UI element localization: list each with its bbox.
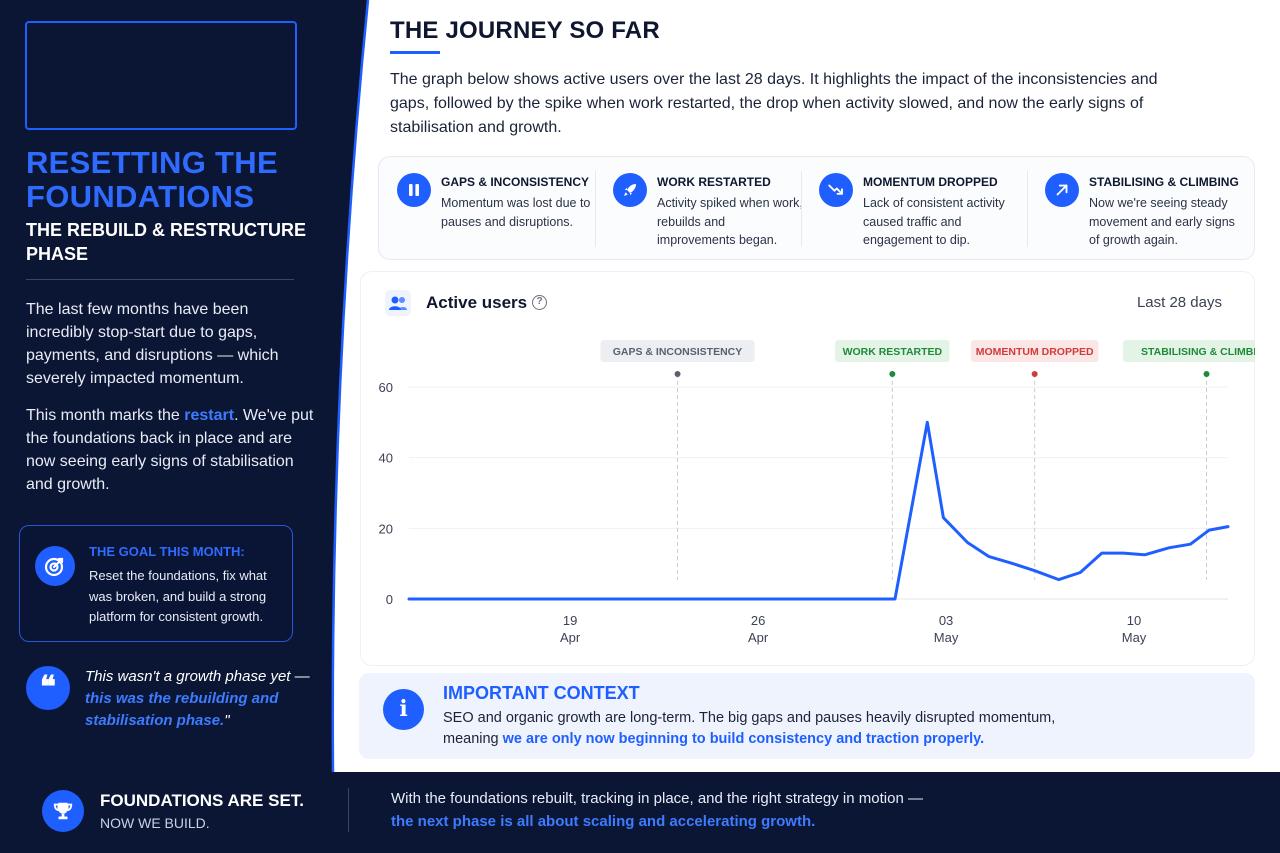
chart-title: Active users bbox=[426, 293, 528, 312]
context-part: SEO and organic growth are long-term. Th… bbox=[443, 710, 1056, 747]
x-tick-label: Apr bbox=[748, 630, 769, 645]
annotation-dot bbox=[1031, 371, 1038, 377]
sidebar-divider bbox=[26, 279, 294, 280]
footer-line-2: the next phase is all about scaling and … bbox=[391, 813, 816, 830]
intro-text: The graph below shows active users over … bbox=[390, 71, 1158, 136]
quote-part: This wasn't a growth phase yet — bbox=[85, 668, 310, 685]
quote-highlight: this was the rebuilding and stabilisatio… bbox=[85, 690, 279, 729]
y-tick-label: 40 bbox=[379, 451, 393, 466]
phase-desc: Now we're seeing steady movement and ear… bbox=[1089, 196, 1235, 247]
phase-desc: Momentum was lost due to pauses and disr… bbox=[441, 196, 591, 229]
phase-separator bbox=[595, 171, 596, 247]
y-tick-label: 20 bbox=[379, 521, 393, 536]
footer-title: FOUNDATIONS ARE SET. bbox=[100, 791, 305, 810]
context-text: SEO and organic growth are long-term. Th… bbox=[443, 708, 1093, 750]
annotation-pill bbox=[970, 340, 1099, 362]
x-tick-label: 19 bbox=[563, 613, 577, 628]
annotation-label: GAPS & INCONSISTENCY bbox=[613, 346, 743, 358]
restart-highlight: restart bbox=[184, 407, 235, 424]
phase-separator bbox=[1027, 171, 1028, 247]
annotation-dot bbox=[1203, 371, 1210, 377]
x-tick-label: 10 bbox=[1127, 613, 1141, 628]
x-tick-label: 03 bbox=[939, 613, 953, 628]
phase-title: GAPS & INCONSISTENCY bbox=[441, 175, 590, 189]
trend-up-icon bbox=[1045, 173, 1079, 207]
sidebar-subtitle: THE REBUILD & RESTRUCTURE PHASE bbox=[26, 220, 307, 264]
sidebar-title: RESETTING THE FOUNDATIONS bbox=[26, 145, 278, 214]
phase-separator bbox=[801, 171, 802, 247]
page-title: THE JOURNEY SO FAR bbox=[390, 17, 660, 44]
y-tick-label: 0 bbox=[386, 592, 393, 607]
sidebar-paragraph-1: The last few months have been incredibly… bbox=[26, 301, 279, 387]
x-tick-label: May bbox=[934, 630, 959, 645]
title-underline bbox=[390, 51, 440, 54]
pause-icon bbox=[397, 173, 431, 207]
quote-close: " bbox=[224, 712, 230, 729]
paragraph-text: . We've put the foundations back in plac… bbox=[26, 407, 314, 493]
help-icon[interactable]: ? bbox=[532, 295, 547, 310]
x-tick-label: Apr bbox=[560, 630, 581, 645]
annotation-dot bbox=[889, 371, 896, 377]
annotation-pill bbox=[600, 340, 755, 362]
date-range-label[interactable]: Last 28 days bbox=[1136, 294, 1222, 311]
annotation-pill bbox=[1122, 340, 1255, 362]
sidebar-background bbox=[0, 0, 380, 772]
footer-divider bbox=[348, 788, 349, 832]
annotation-pill bbox=[835, 340, 950, 362]
annotation-label: MOMENTUM DROPPED bbox=[976, 346, 1094, 358]
trend-down-icon bbox=[819, 173, 853, 207]
goal-text: Reset the foundations, fix what was brok… bbox=[89, 568, 267, 624]
phase-title: WORK RESTARTED bbox=[657, 175, 771, 189]
target-icon bbox=[35, 546, 75, 586]
x-tick-label: May bbox=[1122, 630, 1147, 645]
y-tick-label: 60 bbox=[379, 380, 393, 395]
phase-title: MOMENTUM DROPPED bbox=[863, 175, 998, 189]
sidebar-paragraph-2: This month marks the restart. We've put … bbox=[26, 404, 316, 496]
context-highlight: we are only now beginning to build consi… bbox=[502, 731, 985, 747]
series-line bbox=[407, 420, 1230, 601]
phase-title: STABILISING & CLIMBING bbox=[1089, 175, 1239, 189]
context-card bbox=[359, 673, 1255, 759]
annotation-dot bbox=[674, 371, 681, 377]
goal-title: THE GOAL THIS MONTH: bbox=[89, 544, 245, 559]
x-tick-label: 26 bbox=[751, 613, 765, 628]
footer-bar bbox=[0, 772, 1280, 853]
footer-subtitle: NOW WE BUILD. bbox=[100, 815, 210, 831]
active-users-chart: 0 20 40 60 19 Apr 26 Apr 03 May 10 May GAPS & INCONS… bbox=[379, 340, 1255, 645]
annotation-label: WORK RESTARTED bbox=[843, 346, 943, 358]
phase-strip: GAPS & INCONSISTENCY Momentum was lost d… bbox=[378, 156, 1255, 260]
phase-desc: Activity spiked when work, rebuilds and … bbox=[657, 196, 803, 247]
quote-text: This wasn't a growth phase yet — this wa… bbox=[85, 666, 315, 732]
context-title: IMPORTANT CONTEXT bbox=[443, 683, 640, 703]
phase-desc: Lack of consistent activity caused traff… bbox=[863, 196, 1005, 247]
paragraph-text: This month marks the bbox=[26, 407, 185, 424]
annotation-label: STABILISING & CLIMBING bbox=[1141, 346, 1255, 358]
goal-card: THE GOAL THIS MONTH: Reset the foundatio… bbox=[19, 525, 293, 642]
rocket-icon bbox=[613, 173, 647, 207]
trophy-icon bbox=[42, 790, 84, 832]
users-icon bbox=[385, 290, 411, 316]
logo-placeholder bbox=[25, 21, 297, 130]
footer-line-1: With the foundations rebuilt, tracking i… bbox=[391, 790, 923, 807]
quote-icon: ❝ bbox=[26, 666, 70, 710]
info-icon: i bbox=[383, 689, 424, 730]
